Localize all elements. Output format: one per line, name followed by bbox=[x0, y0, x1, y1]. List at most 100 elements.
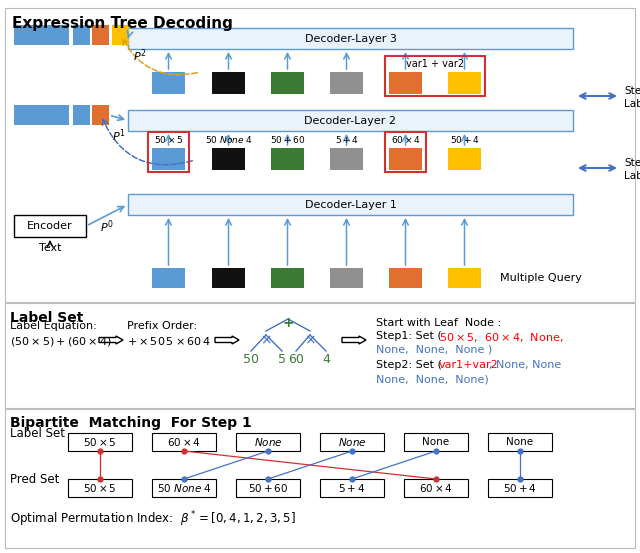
Bar bbox=[152, 268, 185, 288]
Text: Step2: Set (: Step2: Set ( bbox=[376, 360, 445, 370]
Text: var1+var2: var1+var2 bbox=[439, 360, 499, 370]
Text: Label set: Label set bbox=[624, 171, 640, 181]
Bar bbox=[14, 105, 69, 125]
Text: Start with Leaf  Node :: Start with Leaf Node : bbox=[376, 318, 501, 328]
Bar bbox=[389, 72, 422, 94]
Text: $50\times5$: $50\times5$ bbox=[83, 436, 117, 448]
Text: $P^1$: $P^1$ bbox=[112, 127, 125, 144]
Text: $\mathit{None}$: $\mathit{None}$ bbox=[253, 436, 282, 448]
Text: Label Equation:: Label Equation: bbox=[10, 321, 97, 331]
Text: $50+4$: $50+4$ bbox=[450, 134, 479, 145]
Bar bbox=[488, 479, 552, 497]
Bar bbox=[5, 303, 635, 408]
Bar bbox=[448, 72, 481, 94]
Text: $60\times4$: $60\times4$ bbox=[419, 482, 453, 494]
Bar bbox=[68, 433, 132, 451]
Bar bbox=[112, 25, 129, 45]
Bar bbox=[73, 105, 90, 125]
Text: Pred Set: Pred Set bbox=[10, 473, 60, 486]
Bar bbox=[385, 132, 426, 172]
Text: None,  None,  None): None, None, None) bbox=[376, 374, 489, 384]
Bar bbox=[271, 268, 304, 288]
Bar bbox=[68, 479, 132, 497]
Text: 5: 5 bbox=[278, 353, 286, 366]
Bar bbox=[330, 72, 363, 94]
Text: 4: 4 bbox=[322, 353, 330, 366]
Text: Step2: Step2 bbox=[624, 86, 640, 96]
Bar bbox=[404, 479, 468, 497]
Bar bbox=[330, 148, 363, 170]
Bar bbox=[152, 479, 216, 497]
Bar bbox=[448, 148, 481, 170]
Bar bbox=[5, 409, 635, 548]
Text: 50: 50 bbox=[243, 353, 259, 366]
Bar bbox=[92, 105, 109, 125]
Text: None,  None,  None ): None, None, None ) bbox=[376, 345, 492, 355]
Text: $60\times4$: $60\times4$ bbox=[167, 436, 201, 448]
Text: Prefix Order:: Prefix Order: bbox=[127, 321, 197, 331]
Bar bbox=[212, 148, 245, 170]
Bar bbox=[236, 479, 300, 497]
Text: Decoder-Layer 1: Decoder-Layer 1 bbox=[305, 200, 396, 210]
Text: None: None bbox=[506, 437, 534, 447]
Text: Step1: Step1 bbox=[624, 158, 640, 168]
Text: $60\times4$: $60\times4$ bbox=[390, 134, 420, 145]
Bar bbox=[128, 194, 573, 215]
Text: $50\times5$,  $60\times4$,  None,: $50\times5$, $60\times4$, None, bbox=[439, 331, 563, 344]
Bar bbox=[320, 433, 384, 451]
Bar bbox=[148, 132, 189, 172]
Bar bbox=[128, 28, 573, 49]
Bar bbox=[152, 72, 185, 94]
FancyArrow shape bbox=[99, 336, 123, 344]
Text: $50\times5$: $50\times5$ bbox=[154, 134, 183, 145]
Bar bbox=[389, 268, 422, 288]
Bar bbox=[14, 215, 86, 237]
Text: $5+4$: $5+4$ bbox=[339, 482, 365, 494]
Text: Text: Text bbox=[39, 243, 61, 253]
Text: $50+60$: $50+60$ bbox=[248, 482, 288, 494]
Text: $50\times5$: $50\times5$ bbox=[83, 482, 117, 494]
Bar bbox=[488, 433, 552, 451]
Text: 60: 60 bbox=[288, 353, 304, 366]
Text: Label Set: Label Set bbox=[10, 311, 83, 325]
Text: $P^2$: $P^2$ bbox=[133, 47, 147, 64]
Bar bbox=[14, 25, 69, 45]
Text: $\times$: $\times$ bbox=[304, 333, 316, 347]
Text: Step1: Set (: Step1: Set ( bbox=[376, 331, 445, 341]
Text: Bipartite  Matching  For Step 1: Bipartite Matching For Step 1 bbox=[10, 416, 252, 430]
Bar bbox=[212, 72, 245, 94]
Text: $50+60$: $50+60$ bbox=[270, 134, 305, 145]
Text: Label set: Label set bbox=[624, 99, 640, 109]
FancyArrow shape bbox=[215, 336, 239, 344]
Bar bbox=[330, 268, 363, 288]
Text: Encoder: Encoder bbox=[27, 221, 73, 231]
Bar bbox=[271, 148, 304, 170]
Bar bbox=[92, 25, 109, 45]
Text: $\times$: $\times$ bbox=[260, 333, 272, 347]
Text: Multiple Query: Multiple Query bbox=[500, 273, 582, 283]
Text: Expression Tree Decoding: Expression Tree Decoding bbox=[12, 16, 233, 31]
Text: 50 $\mathit{None}$ 4: 50 $\mathit{None}$ 4 bbox=[157, 482, 211, 494]
Bar bbox=[389, 148, 422, 170]
Text: $P^0$: $P^0$ bbox=[100, 218, 114, 234]
Bar bbox=[404, 433, 468, 451]
Text: None: None bbox=[422, 437, 449, 447]
Bar bbox=[152, 148, 185, 170]
Text: , None, None: , None, None bbox=[489, 360, 561, 370]
Text: +: + bbox=[282, 316, 294, 330]
Bar bbox=[5, 8, 635, 302]
Bar bbox=[236, 433, 300, 451]
Bar bbox=[271, 72, 304, 94]
Text: 50 $\mathit{None}$ 4: 50 $\mathit{None}$ 4 bbox=[205, 134, 252, 145]
Text: Optimal Permutation Index:  $\beta^* = [0, 4, 1, 2, 3, 5]$: Optimal Permutation Index: $\beta^* = [0… bbox=[10, 509, 296, 529]
Bar bbox=[73, 25, 90, 45]
Bar bbox=[212, 268, 245, 288]
Bar bbox=[128, 110, 573, 131]
Bar bbox=[448, 268, 481, 288]
Text: $50+4$: $50+4$ bbox=[503, 482, 537, 494]
FancyArrow shape bbox=[342, 336, 366, 344]
Bar bbox=[320, 479, 384, 497]
Text: $\mathit{None}$: $\mathit{None}$ bbox=[338, 436, 366, 448]
Text: Label Set: Label Set bbox=[10, 427, 65, 440]
Text: var1 + var2: var1 + var2 bbox=[406, 59, 465, 69]
